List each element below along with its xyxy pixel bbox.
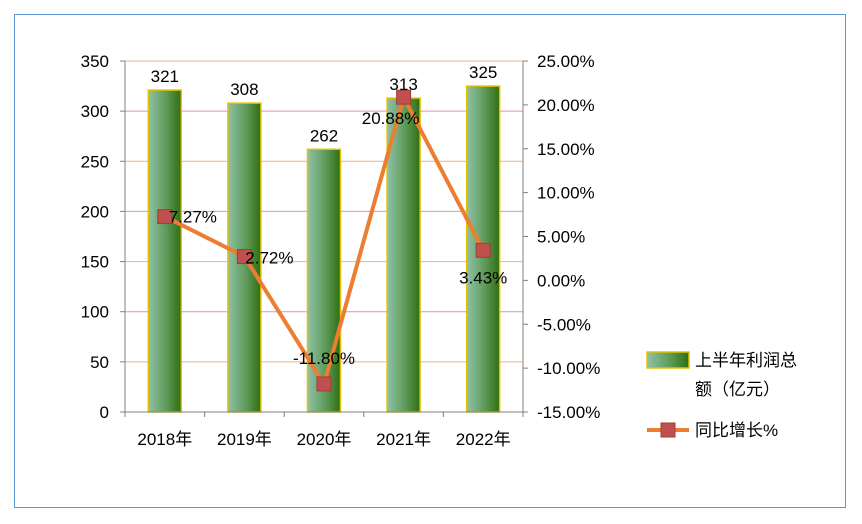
combo-chart: 0 50 100 150 200 250 300 350 -15.00% -10.00% -5.00… (81, 52, 797, 449)
growth-point (316, 376, 332, 392)
y-left-tick-label: 250 (81, 152, 109, 171)
y-left-tick-label: 50 (90, 353, 109, 372)
y-left-tick-label: 100 (81, 303, 109, 322)
bar-value-label: 313 (389, 75, 417, 94)
data-labels: 321 308 262 313 325 7.27% 2.72% -11.80% 20.88% 3.… (151, 63, 508, 368)
y-right-tick-label: -15.00% (537, 403, 600, 422)
growth-value-label: 3.43% (459, 268, 507, 287)
x-tick-label: 2019年 (217, 430, 272, 449)
x-tick-label: 2021年 (376, 430, 431, 449)
legend-line-label: 同比增长% (695, 421, 778, 440)
growth-value-label: 7.27% (169, 208, 217, 227)
growth-point (236, 249, 252, 265)
y-left-tick-label: 0 (100, 403, 109, 422)
bar-value-label: 321 (151, 67, 179, 86)
y-right-tick-label: 25.00% (537, 52, 595, 71)
growth-value-label: 20.88% (362, 109, 420, 128)
y-right-tick-label: 5.00% (537, 228, 585, 247)
y-right-tick-label: 15.00% (537, 140, 595, 159)
bar (306, 148, 342, 413)
bar (147, 89, 183, 413)
legend-bar-label-line1: 上半年利润总 (695, 351, 797, 370)
growth-point (157, 209, 173, 225)
growth-point (475, 242, 491, 258)
y-right-tick-label: 10.00% (537, 184, 595, 203)
bar (386, 97, 421, 413)
y-left-tick-label: 150 (81, 253, 109, 272)
growth-value-label: 2.72% (245, 249, 293, 268)
y-left-tick-label: 200 (81, 202, 109, 221)
y-left-tick-label: 350 (81, 52, 109, 71)
bar-value-label: 308 (230, 80, 258, 99)
y-right-tick-label: 20.00% (537, 96, 595, 115)
y-right-tick-label: -5.00% (537, 315, 591, 334)
y-left-tick-label: 300 (81, 102, 109, 121)
axes: 0 50 100 150 200 250 300 350 -15.00% -10.00% -5.00… (81, 52, 601, 449)
legend-bar-label-line2: 额（亿元） (695, 380, 780, 399)
bar-value-label: 325 (469, 63, 497, 82)
line-series (157, 89, 491, 392)
growth-value-label: -11.80% (293, 349, 355, 368)
y-right-tick-label: 0.00% (537, 271, 585, 290)
x-tick-label: 2018年 (137, 430, 192, 449)
x-tick-label: 2022年 (456, 430, 511, 449)
bar-value-label: 262 (310, 126, 338, 145)
legend-marker-swatch (660, 422, 676, 438)
x-tick-label: 2020年 (297, 430, 352, 449)
chart-frame: 0 50 100 150 200 250 300 350 -15.00% -10.00% -5.00… (14, 14, 846, 508)
legend-bar-swatch (646, 351, 690, 369)
growth-point (396, 89, 412, 105)
y-right-tick-label: -10.00% (537, 359, 600, 378)
